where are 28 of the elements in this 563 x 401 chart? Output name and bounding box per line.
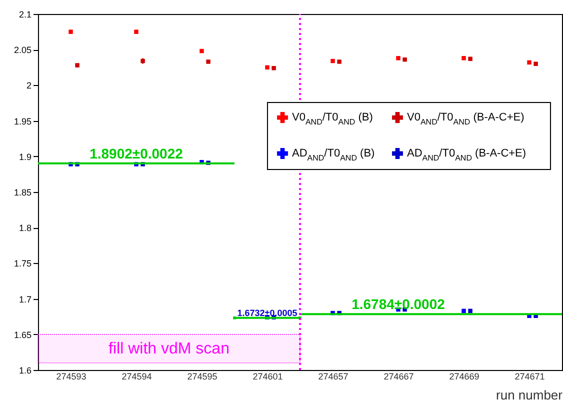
x-tick-label: 274671: [514, 372, 545, 382]
y-tick-label: 1.9: [18, 152, 32, 162]
y-tick-label: 2: [26, 80, 32, 91]
annotation: 1.8902±0.0022: [90, 145, 184, 162]
x-tick-label: 274595: [187, 372, 218, 382]
x-tick-label: 274669: [449, 372, 480, 382]
legend-label: V0$_{AND}$/T0$_{AND}$ (B-A-C+E): [407, 112, 524, 127]
x-tick-label: 274667: [384, 372, 414, 382]
y-tick-label: 1.6: [18, 366, 32, 376]
legend-label: AD$_{AND}$/T0$_{AND}$ (B-A-C+E): [407, 148, 526, 162]
annotation: 1.6784±0.0002: [352, 296, 446, 312]
legend-label: V0$_{AND}$/T0$_{AND}$ (B): [292, 112, 373, 127]
y-tick-label: 1.7: [18, 294, 32, 304]
y-tick-label: 1.75: [14, 258, 32, 269]
y-tick-label: 2.05: [14, 45, 32, 56]
legend-label: AD$_{AND}$/T0$_{AND}$ (B): [292, 148, 375, 162]
y-tick-label: 2.1: [18, 10, 32, 20]
band-label: fill with vdM scan: [108, 340, 230, 358]
y-tick-label: 1.8: [18, 223, 32, 234]
x-tick-label: 274594: [122, 372, 152, 382]
y-tick-label: 1.85: [14, 188, 32, 198]
x-tick-label: 274593: [56, 372, 86, 382]
x-axis-title: run number: [496, 388, 563, 401]
x-tick-label: 274601: [252, 372, 283, 382]
x-tick-label: 274657: [318, 372, 348, 382]
y-tick-label: 1.95: [14, 116, 32, 126]
annotation: 1.6732±0.0005: [237, 308, 298, 318]
y-tick-label: 1.65: [14, 330, 32, 340]
